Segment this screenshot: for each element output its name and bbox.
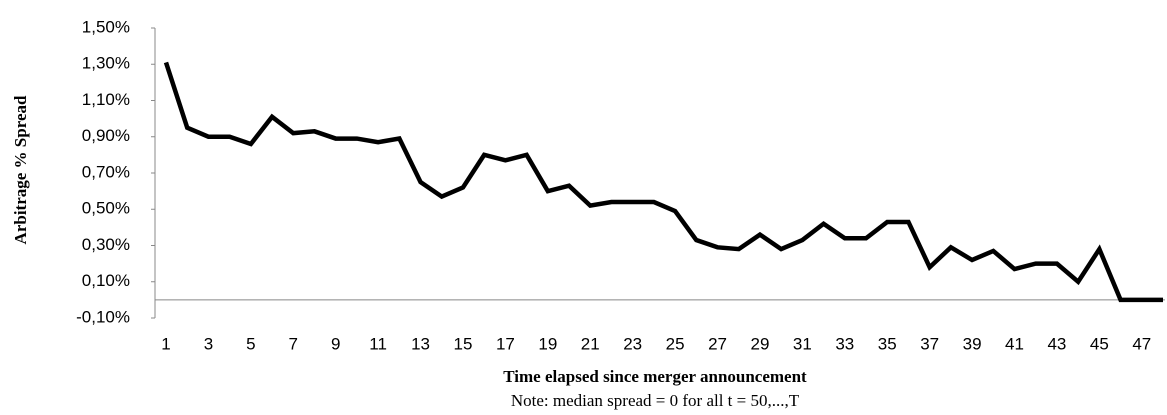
y-tick-label: 1,50% — [82, 17, 130, 36]
x-tick-label: 33 — [835, 334, 854, 353]
x-tick-label: 35 — [878, 334, 897, 353]
y-axis-title: Arbitrage % Spread — [11, 95, 30, 244]
y-tick-label: 0,10% — [82, 271, 130, 290]
x-tick-label: 25 — [666, 334, 685, 353]
x-tick-label: 29 — [750, 334, 769, 353]
y-tick-label: 0,50% — [82, 199, 130, 218]
x-tick-label: 1 — [161, 334, 170, 353]
x-tick-label: 3 — [204, 334, 213, 353]
y-tick-label: 0,90% — [82, 126, 130, 145]
x-tick-label: 15 — [454, 334, 473, 353]
x-axis-title: Time elapsed since merger announcement — [503, 367, 807, 386]
x-tick-label: 45 — [1090, 334, 1109, 353]
x-tick-label: 41 — [1005, 334, 1024, 353]
x-tick-label: 37 — [920, 334, 939, 353]
x-tick-label: 47 — [1132, 334, 1151, 353]
x-tick-label: 5 — [246, 334, 255, 353]
y-tick-label: 1,10% — [82, 90, 130, 109]
y-tick-label: 1,30% — [82, 54, 130, 73]
x-tick-label: 39 — [963, 334, 982, 353]
x-tick-label: 21 — [581, 334, 600, 353]
x-tick-label: 11 — [369, 334, 387, 353]
x-tick-label: 13 — [411, 334, 430, 353]
x-tick-label: 17 — [496, 334, 515, 353]
x-tick-label: 7 — [289, 334, 298, 353]
x-tick-label: 19 — [538, 334, 557, 353]
y-tick-label: -0,10% — [76, 307, 130, 326]
line — [163, 61, 1163, 303]
x-tick-label: 23 — [623, 334, 642, 353]
x-tick-label: 27 — [708, 334, 727, 353]
y-tick-label: 0,30% — [82, 235, 130, 254]
note: Note: median spread = 0 for all t = 50,.… — [511, 391, 800, 410]
x-tick-label: 9 — [331, 334, 340, 353]
y-tick-label: 0,70% — [82, 162, 130, 181]
x-tick-label: 43 — [1047, 334, 1066, 353]
x-tick-label: 31 — [793, 334, 812, 353]
